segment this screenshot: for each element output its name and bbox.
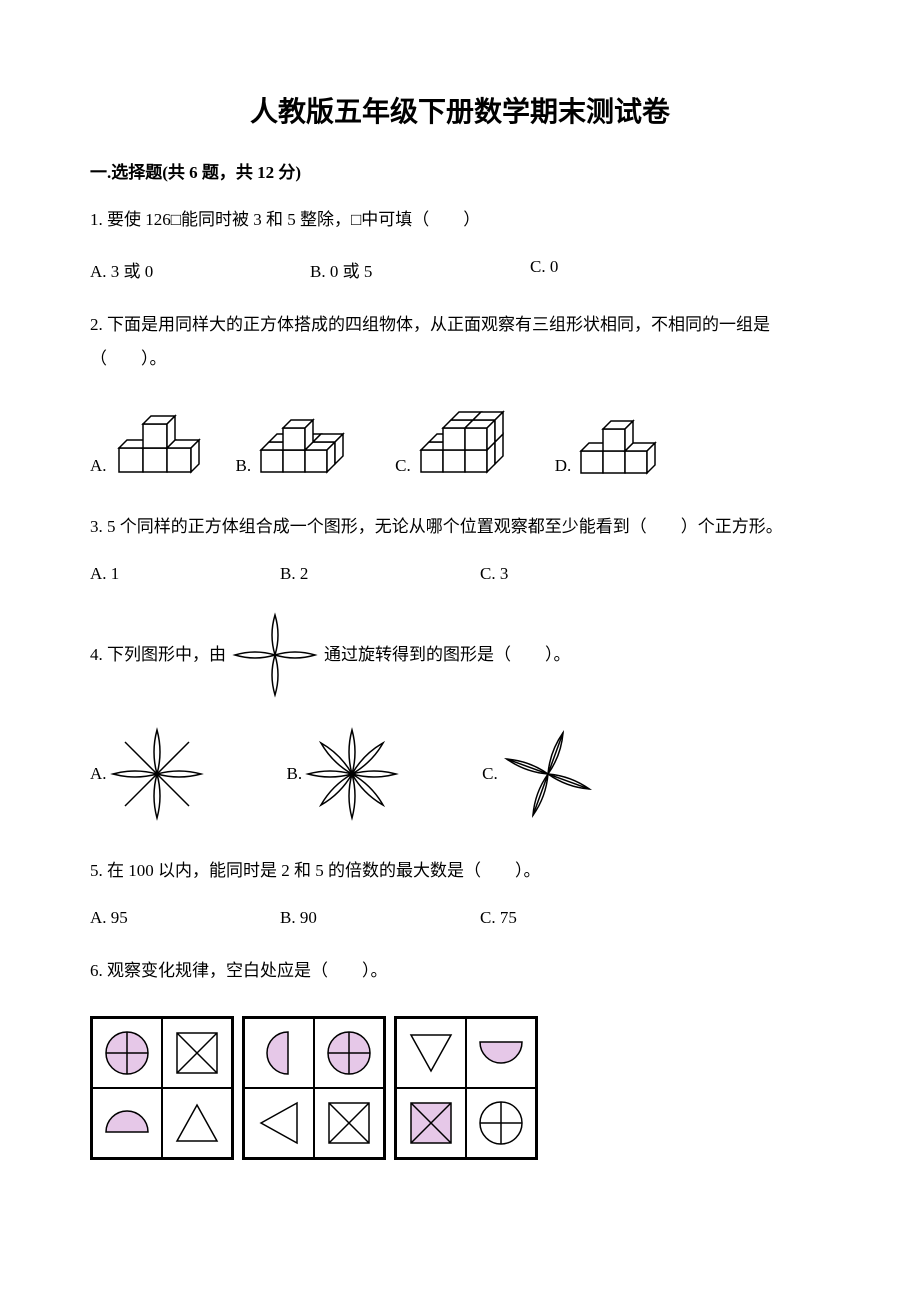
q3-options: A. 1 B. 2 C. 3 xyxy=(90,564,830,584)
q6-g1-cell-3 xyxy=(92,1088,162,1158)
q6-grids xyxy=(90,1016,830,1160)
petal-a-icon xyxy=(107,724,207,824)
q6-grid-1 xyxy=(90,1016,234,1160)
q1-option-c: C. 0 xyxy=(530,257,750,282)
q1-option-b: B. 0 或 5 xyxy=(310,257,530,282)
petal-c-icon xyxy=(498,724,598,824)
q3-text: 3. 5 个同样的正方体组合成一个图形，无论从哪个位置观察都至少能看到（ ）个正… xyxy=(90,510,830,544)
triangle-up-icon xyxy=(173,1101,221,1145)
q6-grid-3 xyxy=(394,1016,538,1160)
q2-option-d: D. xyxy=(555,411,674,476)
circle-quarters-pink-icon xyxy=(325,1029,373,1077)
q6-g2-cell-3 xyxy=(244,1088,314,1158)
q1-options: A. 3 或 0 B. 0 或 5 C. 0 xyxy=(90,257,830,282)
circle-quarters-icon xyxy=(477,1099,525,1147)
q2-label-b: B. xyxy=(236,456,252,476)
q2-option-b: B. xyxy=(236,406,364,476)
q2-option-a: A. xyxy=(90,406,204,476)
circle-quarters-pink-icon xyxy=(103,1029,151,1077)
q2-label-c: C. xyxy=(395,456,411,476)
triangle-left-icon xyxy=(257,1099,301,1147)
half-circle-down-pink-icon xyxy=(477,1038,525,1068)
q6-g1-cell-2 xyxy=(162,1018,232,1088)
q5-option-c: C. 75 xyxy=(480,908,680,928)
q6-g1-cell-4 xyxy=(162,1088,232,1158)
page-title: 人教版五年级下册数学期末测试卷 xyxy=(90,90,830,130)
q6-g3-cell-2 xyxy=(466,1018,536,1088)
q4-option-c: C. xyxy=(482,724,598,824)
q2-option-c: C. xyxy=(395,404,523,476)
square-x-pink-icon xyxy=(408,1100,454,1146)
square-x-icon xyxy=(326,1100,372,1146)
q6-g1-cell-1 xyxy=(92,1018,162,1088)
q2-label-a: A. xyxy=(90,456,107,476)
q6-g3-cell-3 xyxy=(396,1088,466,1158)
q3-option-c: C. 3 xyxy=(480,564,680,584)
q6-g3-cell-4 xyxy=(466,1088,536,1158)
q5-options: A. 95 B. 90 C. 75 xyxy=(90,908,830,928)
q2-text: 2. 下面是用同样大的正方体搭成的四组物体，从正面观察有三组形状相同，不相同的一… xyxy=(90,308,830,376)
q5-option-a: A. 95 xyxy=(90,908,280,928)
q6-text: 6. 观察变化规律，空白处应是（ ）。 xyxy=(90,954,830,988)
half-circle-up-pink-icon xyxy=(103,1108,151,1138)
q1-text: 1. 要使 126□能同时被 3 和 5 整除，□中可填（ ） xyxy=(90,203,830,237)
q4-option-b: B. xyxy=(287,724,403,824)
petal-b-icon xyxy=(302,724,402,824)
q4-text: 4. 下列图形中，由 通过旋转得到的图形是（ ）。 xyxy=(90,610,830,700)
q4-label-a: A. xyxy=(90,764,107,784)
q6-g2-cell-2 xyxy=(314,1018,384,1088)
petal-base-icon xyxy=(230,610,320,700)
q2-options: A. B. xyxy=(90,404,830,476)
cube-figure-a-icon xyxy=(109,406,204,476)
section-header: 一.选择题(共 6 题，共 12 分) xyxy=(90,158,830,183)
q5-option-b: B. 90 xyxy=(280,908,480,928)
q5-text: 5. 在 100 以内，能同时是 2 和 5 的倍数的最大数是（ ）。 xyxy=(90,854,830,888)
q2-label-d: D. xyxy=(555,456,572,476)
q3-option-a: A. 1 xyxy=(90,564,280,584)
half-circle-left-pink-icon xyxy=(264,1029,294,1077)
triangle-down-icon xyxy=(407,1031,455,1075)
q4-label-b: B. xyxy=(287,764,303,784)
q6-g2-cell-1 xyxy=(244,1018,314,1088)
q6-g3-cell-1 xyxy=(396,1018,466,1088)
q4-post: 通过旋转得到的图形是（ ）。 xyxy=(324,638,571,672)
q4-option-a: A. xyxy=(90,724,207,824)
q6-grid-2 xyxy=(242,1016,386,1160)
cube-figure-b-icon xyxy=(253,406,363,476)
q1-option-a: A. 3 或 0 xyxy=(90,257,310,282)
cube-figure-c-icon xyxy=(413,404,523,476)
q3-option-b: B. 2 xyxy=(280,564,480,584)
q4-options: A. B. xyxy=(90,724,830,824)
q4-pre: 4. 下列图形中，由 xyxy=(90,638,226,672)
q4-label-c: C. xyxy=(482,764,498,784)
cube-figure-d-icon xyxy=(573,411,673,476)
square-x-icon xyxy=(174,1030,220,1076)
page: 人教版五年级下册数学期末测试卷 一.选择题(共 6 题，共 12 分) 1. 要… xyxy=(0,0,920,1302)
q6-g2-cell-4 xyxy=(314,1088,384,1158)
